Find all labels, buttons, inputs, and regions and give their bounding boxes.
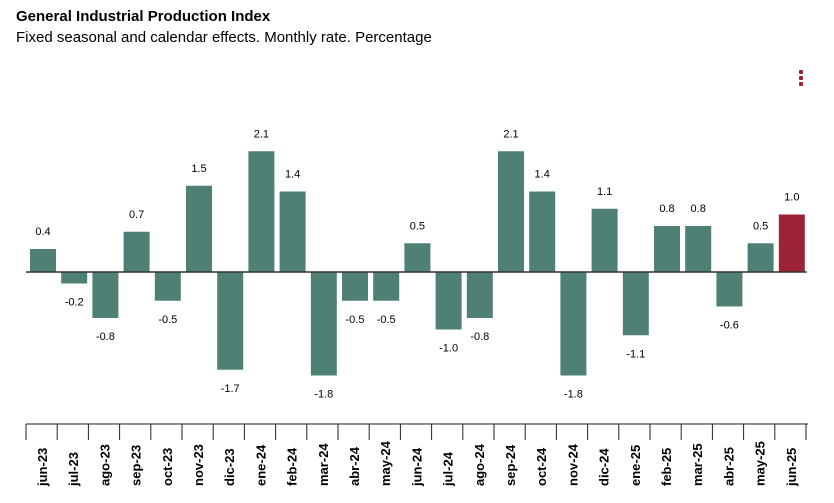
data-label-jun-25: 1.0 — [784, 192, 799, 204]
data-label-sep-23: 0.7 — [129, 209, 144, 221]
data-label-nov-23: 1.5 — [191, 163, 206, 175]
x-tick-label-jul-23: jul-23 — [66, 452, 81, 487]
data-label-mar-24: -1.8 — [314, 389, 333, 401]
bar-mar-24 — [310, 272, 337, 376]
data-label-ene-24: 2.1 — [254, 128, 269, 140]
data-label-oct-24: 1.4 — [535, 169, 550, 181]
data-label-feb-24: 1.4 — [285, 169, 300, 181]
data-label-dic-23: -1.7 — [221, 383, 240, 395]
bar-feb-25 — [654, 226, 680, 272]
data-label-abr-24: -0.5 — [346, 314, 365, 326]
bar-may-25 — [747, 243, 774, 272]
data-label-jun-23: 0.4 — [35, 226, 50, 238]
data-label-may-24: -0.5 — [377, 314, 396, 326]
x-tick-label-mar-24: mar-24 — [316, 443, 331, 486]
x-tick-label-oct-23: oct-23 — [160, 448, 175, 486]
data-label-abr-25: -0.6 — [720, 320, 739, 332]
x-tick-label-ago-23: ago-23 — [97, 444, 112, 486]
data-label-ago-23: -0.8 — [96, 331, 115, 343]
x-tick-label-ene-25: ene-25 — [628, 445, 643, 486]
x-tick-label-sep-24: sep-24 — [503, 444, 518, 486]
data-label-jul-23: -0.2 — [65, 297, 84, 309]
bar-nov-24 — [560, 272, 587, 376]
bar-nov-23 — [186, 185, 212, 272]
x-tick-label-jun-25: jun-25 — [784, 448, 799, 487]
bar-jun-24 — [404, 243, 431, 272]
bar-jun-23 — [30, 249, 56, 272]
bar-jun-25 — [778, 214, 805, 272]
data-label-mar-25: 0.8 — [691, 203, 706, 215]
data-label-may-25: 0.5 — [753, 220, 768, 232]
x-tick-label-dic-23: dic-23 — [222, 448, 237, 486]
chart-title: General Industrial Production Index — [16, 8, 271, 25]
x-tick-label-abr-25: abr-25 — [721, 447, 736, 486]
bar-sep-24 — [498, 151, 524, 272]
bar-jul-23 — [61, 272, 88, 284]
x-tick-label-feb-24: feb-24 — [285, 447, 300, 486]
data-label-sep-24: 2.1 — [503, 128, 518, 140]
x-tick-label-dic-24: dic-24 — [597, 448, 612, 486]
bar-dic-24 — [591, 208, 618, 272]
x-tick-label-feb-25: feb-25 — [659, 448, 674, 486]
bar-ago-23 — [92, 272, 119, 318]
data-label-jul-24: -1.0 — [439, 343, 458, 355]
bar-oct-24 — [529, 191, 556, 272]
bar-ene-24 — [248, 151, 275, 272]
x-tick-label-nov-24: nov-24 — [565, 443, 580, 486]
bar-abr-24 — [342, 272, 368, 301]
x-tick-label-jun-24: jun-24 — [409, 447, 424, 487]
x-tick-label-jul-24: jul-24 — [441, 451, 456, 487]
data-label-nov-24: -1.8 — [564, 389, 583, 401]
x-tick-label-sep-23: sep-23 — [129, 445, 144, 486]
data-label-ago-24: -0.8 — [470, 331, 489, 343]
bar-abr-25 — [716, 272, 743, 307]
data-label-oct-23: -0.5 — [158, 314, 177, 326]
bar-sep-23 — [123, 231, 150, 272]
bar-ago-24 — [466, 272, 493, 318]
bar-dic-23 — [217, 272, 244, 370]
x-tick-label-mar-25: mar-25 — [690, 443, 705, 486]
chart-subtitle: Fixed seasonal and calendar effects. Mon… — [16, 29, 432, 46]
bar-mar-25 — [685, 226, 712, 272]
x-tick-label-may-25: may-25 — [753, 441, 768, 486]
menu-dots-icon[interactable] — [796, 70, 806, 90]
x-tick-label-may-24: may-24 — [378, 440, 393, 486]
bar-may-24 — [373, 272, 400, 301]
bar-ene-25 — [622, 272, 649, 336]
data-label-jun-24: 0.5 — [410, 220, 425, 232]
x-tick-label-ago-24: ago-24 — [472, 443, 487, 486]
x-tick-label-jun-23: jun-23 — [35, 448, 50, 487]
x-tick-label-oct-24: oct-24 — [534, 447, 549, 486]
bar-feb-24 — [279, 191, 306, 272]
x-tick-label-abr-24: abr-24 — [347, 446, 362, 486]
data-label-dic-24: 1.1 — [597, 186, 612, 198]
data-label-ene-25: -1.1 — [626, 348, 645, 360]
data-label-feb-25: 0.8 — [659, 203, 674, 215]
x-tick-label-nov-23: nov-23 — [191, 444, 206, 486]
bar-jul-24 — [435, 272, 462, 330]
bar-oct-23 — [154, 272, 181, 301]
x-tick-label-ene-24: ene-24 — [253, 444, 268, 486]
